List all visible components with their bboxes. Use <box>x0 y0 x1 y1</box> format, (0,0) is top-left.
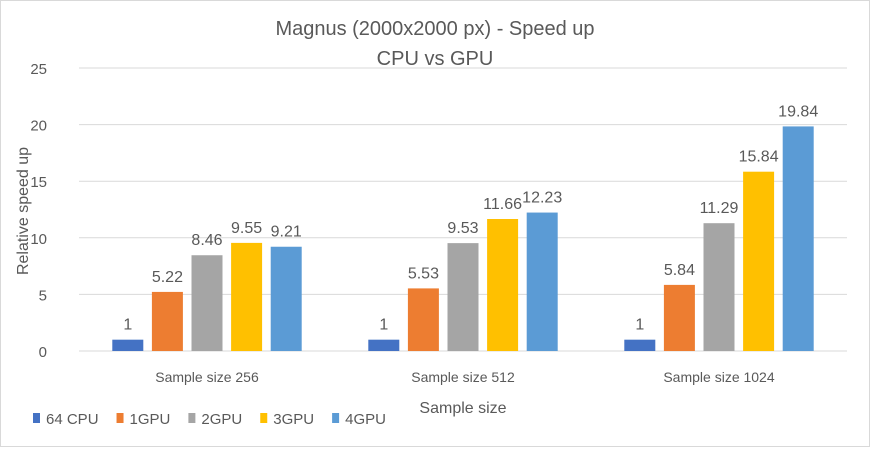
data-label: 1 <box>635 317 644 334</box>
legend-label: 4GPU <box>345 411 386 428</box>
legend-label: 1GPU <box>130 411 171 428</box>
chart-title: Magnus (2000x2000 px) - Speed up <box>275 18 594 40</box>
bar-64-cpu <box>112 339 144 351</box>
data-label: 11.66 <box>483 196 522 213</box>
legend-label: 2GPU <box>201 411 242 428</box>
data-label: 12.23 <box>522 190 562 207</box>
data-label: 9.55 <box>231 220 262 237</box>
chart-subtitle: CPU vs GPU <box>377 48 494 70</box>
bar-4gpu <box>270 246 302 351</box>
legend-swatch <box>33 413 40 423</box>
data-label: 9.21 <box>271 224 302 241</box>
legend-label: 64 CPU <box>46 411 99 428</box>
bar-3gpu <box>743 171 775 351</box>
y-tick-label: 10 <box>30 231 47 248</box>
x-axis-title: Sample size <box>419 400 506 417</box>
data-label: 5.22 <box>152 269 183 286</box>
data-label: 9.53 <box>447 220 478 237</box>
x-tick-label: Sample size 1024 <box>663 369 775 385</box>
legend-label: 3GPU <box>273 411 314 428</box>
bar-2gpu <box>703 223 735 351</box>
x-tick-label: Sample size 512 <box>411 369 515 385</box>
legend-swatch <box>260 413 268 423</box>
y-tick-label: 5 <box>39 287 47 304</box>
legend-swatch <box>188 413 196 423</box>
y-tick-label: 25 <box>30 61 47 78</box>
y-axis-title: Relative speed up <box>15 147 32 275</box>
data-label: 19.84 <box>778 103 818 120</box>
bar-64-cpu <box>368 339 400 351</box>
data-label: 5.53 <box>408 265 439 282</box>
bar-1gpu <box>663 284 695 351</box>
y-tick-label: 15 <box>30 174 47 191</box>
y-tick-label: 0 <box>39 344 47 361</box>
bar-4gpu <box>526 212 558 351</box>
data-label: 1 <box>379 317 388 334</box>
legend-swatch <box>116 413 124 423</box>
bar-2gpu <box>447 243 479 351</box>
bar-1gpu <box>407 288 439 351</box>
data-label: 1 <box>123 317 132 334</box>
bar-2gpu <box>191 255 223 351</box>
legend-swatch <box>332 413 340 423</box>
data-label: 15.84 <box>739 149 779 166</box>
bar-4gpu <box>782 126 814 352</box>
bar-3gpu <box>231 242 263 351</box>
data-label: 5.84 <box>664 262 695 279</box>
bar-3gpu <box>487 219 519 351</box>
data-label: 11.29 <box>700 200 739 217</box>
bar-1gpu <box>151 291 183 351</box>
x-tick-label: Sample size 256 <box>155 369 259 385</box>
data-label: 8.46 <box>191 232 222 249</box>
y-tick-label: 20 <box>30 118 47 135</box>
bar-64-cpu <box>624 339 656 351</box>
